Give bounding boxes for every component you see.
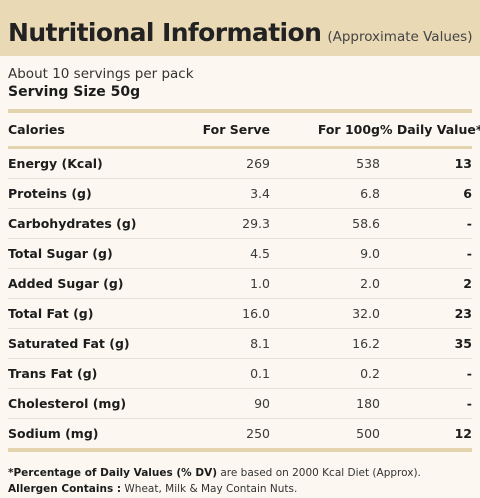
nutrient-name: Trans Fat (g) [8,358,168,389]
label-header: Nutritional Information (Approximate Val… [0,0,480,56]
daily-value-note-bold: *Percentage of Daily Values (% DV) [8,467,217,479]
value-for-100g: 180 [270,388,380,419]
value-for-serve: 1.0 [168,268,270,299]
allergen-note: Allergen Contains : Wheat, Milk & May Co… [8,481,480,497]
value-for-100g: 58.6 [270,208,380,239]
footnote: *Percentage of Daily Values (% DV) are b… [8,465,480,497]
value-for-serve: 4.5 [168,238,270,269]
table-row: Total Sugar (g) 4.5 9.0 - [8,238,472,269]
value-daily-percent: 12 [454,426,472,441]
value-daily-percent: - [380,358,472,389]
table-row: Saturated Fat (g) 8.1 16.2 35 [8,328,472,359]
nutrient-name: Total Sugar (g) [8,238,168,269]
servings-per-pack: About 10 servings per pack [8,66,194,82]
value-for-100g: 0.2 [270,358,380,389]
value-daily-percent: 6 [380,178,472,209]
daily-value-note: *Percentage of Daily Values (% DV) are b… [8,465,480,481]
value-for-serve: 8.1 [168,328,270,359]
allergen-note-bold: Allergen Contains : [8,483,122,495]
column-header-calories: Calories [8,113,168,149]
nutrient-name: Added Sugar (g) [8,268,168,299]
value-for-serve: 0.1 [168,358,270,389]
table-row: Sodium (mg) 250 500 12 [8,419,472,449]
serving-size: Serving Size 50g [8,84,141,100]
value-for-serve: 16.0 [168,298,270,329]
value-for-100g: 16.2 [270,328,380,359]
value-daily-percent: 2 [380,268,472,299]
value-for-100g: 9.0 [270,238,380,269]
table-row: Trans Fat (g) 0.1 0.2 - [8,358,472,389]
value-daily-percent: 13 [380,147,472,179]
nutrient-name: Cholesterol (mg) [8,388,168,419]
table-row: Total Fat (g) 16.0 32.0 23 [8,298,472,329]
nutrient-name: Energy (Kcal) [8,147,168,179]
value-for-100g: 2.0 [270,268,380,299]
value-daily-percent: - [380,208,472,239]
nutrition-table: Calories For Serve For 100g % Daily Valu… [8,113,480,449]
table-row: Cholesterol (mg) 90 180 - [8,388,472,419]
value-for-100g: 500 [356,426,380,441]
value-for-100g: 6.8 [270,178,380,209]
value-daily-percent: - [380,388,472,419]
value-daily-percent: 23 [380,298,472,329]
value-for-serve: 250 [246,426,270,441]
bottom-divider [8,448,472,452]
nutrient-name: Carbohydrates (g) [8,208,168,239]
value-for-100g: 538 [270,147,380,179]
nutrient-name: Proteins (g) [8,178,168,209]
value-for-serve: 90 [168,388,270,419]
label-title: Nutritional Information [8,18,322,47]
table-header-row: Calories For Serve For 100g % Daily Valu… [8,113,480,149]
allergen-note-text: Wheat, Milk & May Contain Nuts. [121,483,298,495]
value-for-serve: 3.4 [168,178,270,209]
daily-value-note-text: are based on 2000 Kcal Diet (Approx). [217,467,421,479]
column-header-daily-value: % Daily Value* [380,113,480,149]
value-for-serve: 29.3 [168,208,270,239]
table-row: Carbohydrates (g) 29.3 58.6 - [8,208,472,239]
value-for-serve: 269 [168,147,270,179]
value-daily-percent: 35 [380,328,472,359]
top-divider [8,109,472,113]
nutrient-name: Saturated Fat (g) [8,328,168,359]
nutrient-name: Sodium (mg) [8,426,99,441]
column-header-for-serve: For Serve [168,113,270,149]
label-subtitle: (Approximate Values) [327,29,473,45]
table-row: Added Sugar (g) 1.0 2.0 2 [8,268,472,299]
table-row: Energy (Kcal) 269 538 13 [8,147,472,179]
table-row: Proteins (g) 3.4 6.8 6 [8,178,472,209]
nutrient-name: Total Fat (g) [8,298,168,329]
value-for-100g: 32.0 [270,298,380,329]
column-header-for-100g: For 100g [270,113,380,149]
value-daily-percent: - [380,238,472,269]
